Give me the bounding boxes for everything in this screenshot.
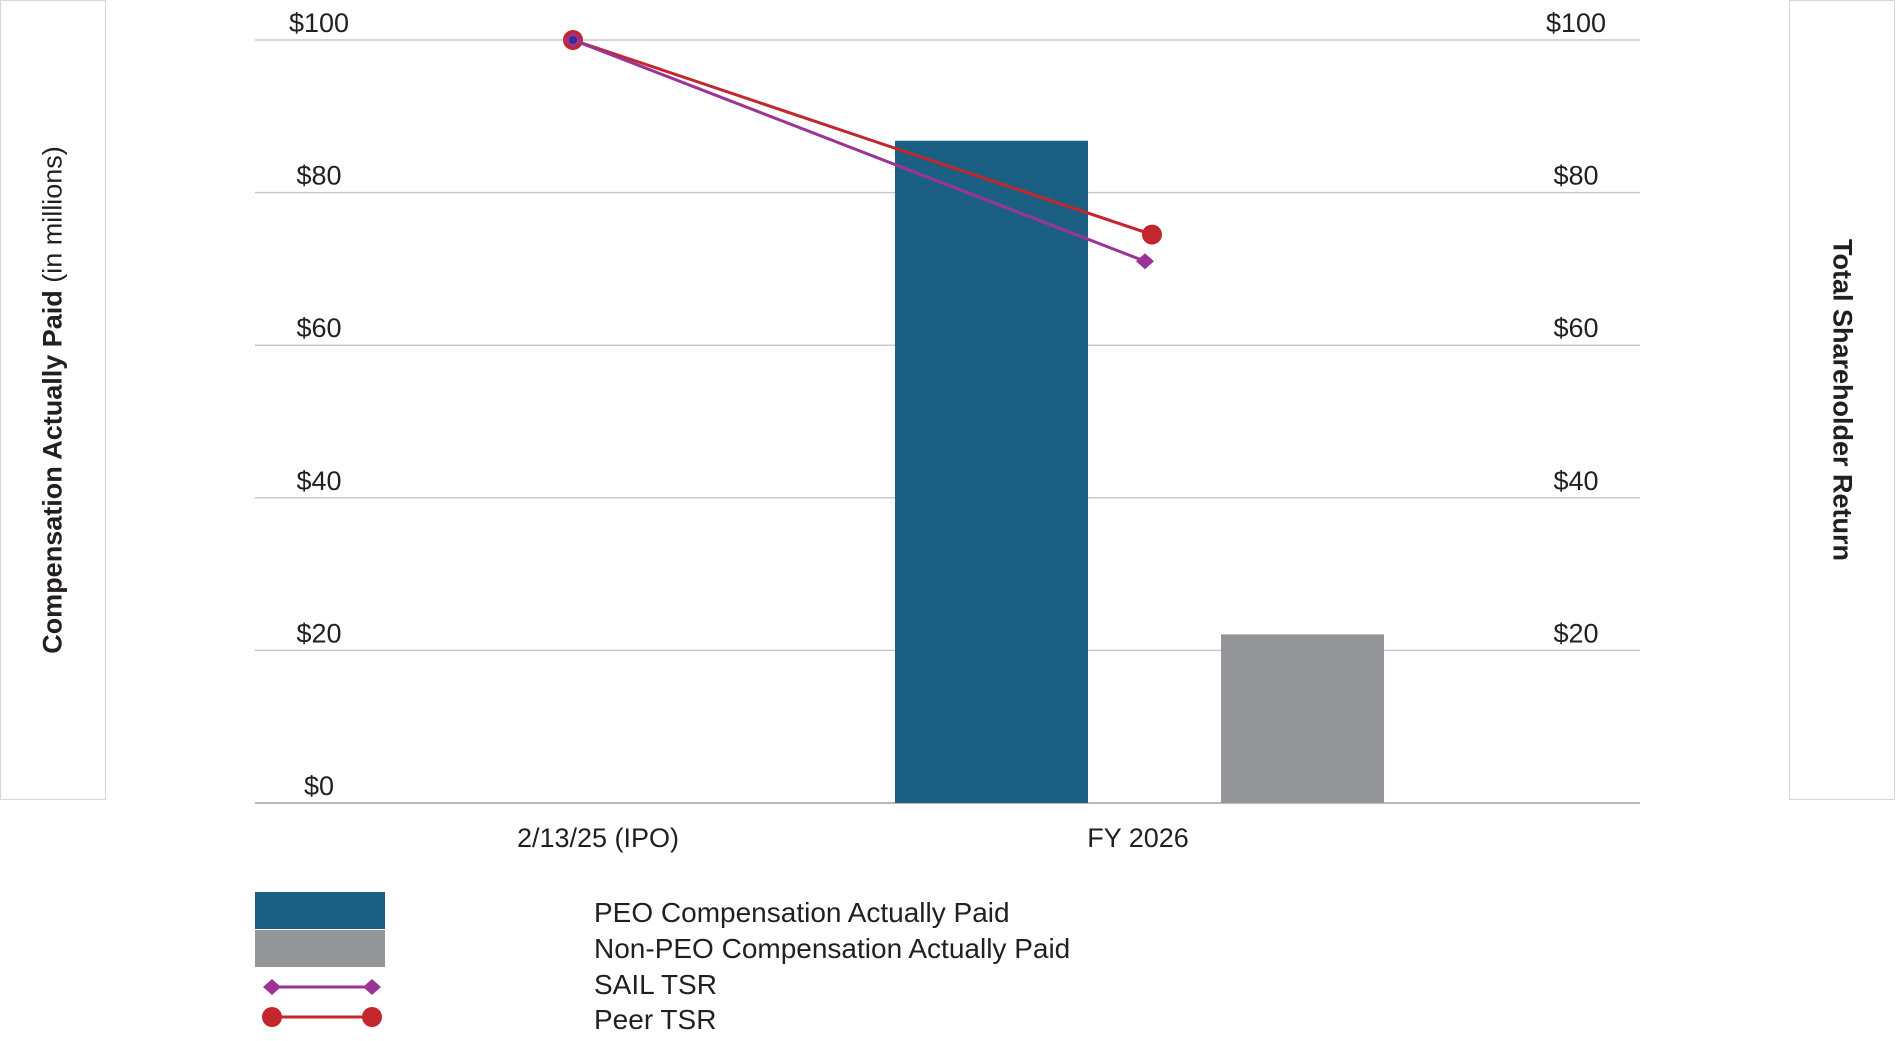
legend-label-peo-cap: PEO Compensation Actually Paid xyxy=(594,897,1010,928)
right-axis-title-box: Total Shareholder Return xyxy=(1789,0,1895,800)
bar-1-1 xyxy=(1221,634,1384,803)
legend-swatch-non-peo-cap xyxy=(255,930,385,967)
y-right-tick-1: $40 xyxy=(1553,466,1598,496)
series-marker-0-1 xyxy=(1136,253,1154,270)
y-right-tick-2: $60 xyxy=(1553,313,1598,343)
y-left-tick-5: $100 xyxy=(289,8,349,38)
x-category-label-0: 2/13/25 (IPO) xyxy=(517,823,679,853)
y-right-tick-3: $80 xyxy=(1553,161,1598,191)
x-category-label-1: FY 2026 xyxy=(1087,823,1189,853)
legend-marker-sail-tsr-right xyxy=(363,979,381,995)
legend-label-peer-tsr: Peer TSR xyxy=(594,1004,717,1035)
bar-0-1 xyxy=(895,140,1088,803)
legend-label-non-peo-cap: Non-PEO Compensation Actually Paid xyxy=(594,933,1071,964)
series-line-0 xyxy=(572,38,1146,263)
y-left-tick-4: $80 xyxy=(296,161,341,191)
legend-marker-peer-tsr-left xyxy=(262,1007,282,1027)
y-right-tick-0: $20 xyxy=(1553,618,1598,648)
y-left-tick-3: $60 xyxy=(296,313,341,343)
legend-marker-peer-tsr-right xyxy=(362,1007,382,1027)
y-left-tick-2: $40 xyxy=(296,466,341,496)
series-marker-1-1 xyxy=(1142,224,1162,245)
y-left-tick-1: $20 xyxy=(296,618,341,648)
legend-marker-sail-tsr-left xyxy=(263,979,281,995)
series-line-1 xyxy=(572,38,1153,236)
y-right-tick-4: $100 xyxy=(1546,8,1606,38)
series-marker-overlap-dot xyxy=(569,36,577,44)
legend-swatch-peo-cap xyxy=(255,892,385,929)
left-axis-title-box: Compensation Actually Paid (in millions) xyxy=(0,0,106,800)
y-left-tick-0: $0 xyxy=(304,771,334,801)
legend-label-sail-tsr: SAIL TSR xyxy=(594,969,717,1000)
